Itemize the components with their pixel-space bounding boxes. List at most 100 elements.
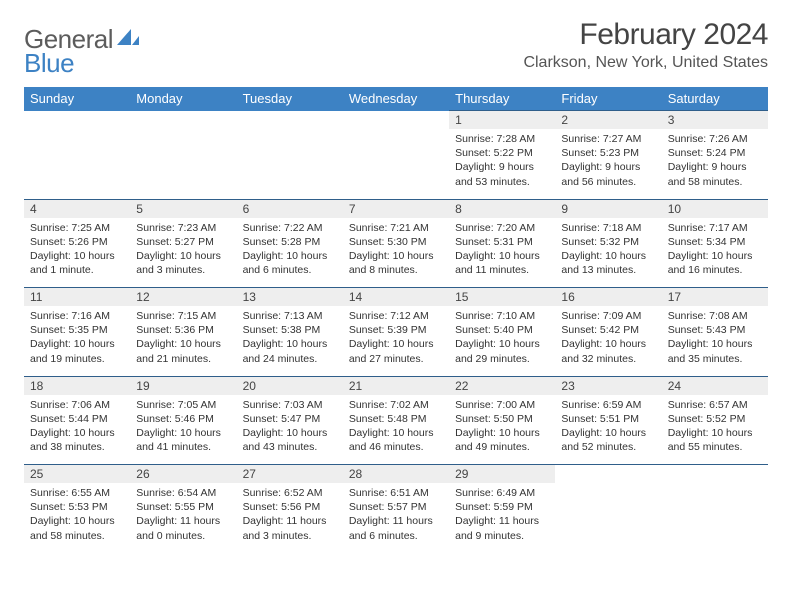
day-number: 19	[130, 377, 236, 395]
sunset-text: Sunset: 5:22 PM	[455, 146, 549, 160]
day-header: Monday	[130, 87, 236, 111]
sunrise-text: Sunrise: 6:52 AM	[243, 486, 337, 500]
day-cell: Sunrise: 6:57 AMSunset: 5:52 PMDaylight:…	[662, 395, 768, 465]
sunset-text: Sunset: 5:57 PM	[349, 500, 443, 514]
sunrise-text: Sunrise: 7:05 AM	[136, 398, 230, 412]
daylight-text-1: Daylight: 9 hours	[455, 160, 549, 174]
day-number: 15	[449, 288, 555, 306]
day-number-cell: 5	[130, 199, 236, 218]
day-cell: Sunrise: 7:03 AMSunset: 5:47 PMDaylight:…	[237, 395, 343, 465]
day-details: Sunrise: 7:23 AMSunset: 5:27 PMDaylight:…	[130, 218, 236, 284]
day-cell: Sunrise: 7:13 AMSunset: 5:38 PMDaylight:…	[237, 306, 343, 376]
day-number-cell: 24	[662, 376, 768, 395]
day-number: 29	[449, 465, 555, 483]
sunset-text: Sunset: 5:46 PM	[136, 412, 230, 426]
day-number-cell: 25	[24, 465, 130, 484]
sunrise-text: Sunrise: 7:23 AM	[136, 221, 230, 235]
day-number: 8	[449, 200, 555, 218]
sunset-text: Sunset: 5:40 PM	[455, 323, 549, 337]
day-details: Sunrise: 6:55 AMSunset: 5:53 PMDaylight:…	[24, 483, 130, 549]
day-number: 9	[555, 200, 661, 218]
day-number-cell: 14	[343, 288, 449, 307]
day-cell: Sunrise: 7:26 AMSunset: 5:24 PMDaylight:…	[662, 129, 768, 199]
day-cell	[662, 483, 768, 553]
daylight-text-1: Daylight: 10 hours	[136, 249, 230, 263]
day-number-row: 45678910	[24, 199, 768, 218]
day-header: Thursday	[449, 87, 555, 111]
daylight-text-1: Daylight: 10 hours	[30, 426, 124, 440]
day-cell: Sunrise: 7:25 AMSunset: 5:26 PMDaylight:…	[24, 218, 130, 288]
daylight-text-1: Daylight: 9 hours	[561, 160, 655, 174]
sunrise-text: Sunrise: 7:21 AM	[349, 221, 443, 235]
daylight-text-2: and 55 minutes.	[668, 440, 762, 454]
day-details: Sunrise: 7:18 AMSunset: 5:32 PMDaylight:…	[555, 218, 661, 284]
day-details: Sunrise: 7:09 AMSunset: 5:42 PMDaylight:…	[555, 306, 661, 372]
day-number-cell: 3	[662, 111, 768, 130]
daylight-text-1: Daylight: 11 hours	[349, 514, 443, 528]
daylight-text-1: Daylight: 10 hours	[668, 426, 762, 440]
sunset-text: Sunset: 5:52 PM	[668, 412, 762, 426]
daylight-text-1: Daylight: 9 hours	[668, 160, 762, 174]
day-header: Sunday	[24, 87, 130, 111]
day-number: 22	[449, 377, 555, 395]
day-number-row: 11121314151617	[24, 288, 768, 307]
day-cell: Sunrise: 6:59 AMSunset: 5:51 PMDaylight:…	[555, 395, 661, 465]
daylight-text-2: and 8 minutes.	[349, 263, 443, 277]
day-cell: Sunrise: 6:52 AMSunset: 5:56 PMDaylight:…	[237, 483, 343, 553]
day-details: Sunrise: 7:08 AMSunset: 5:43 PMDaylight:…	[662, 306, 768, 372]
day-number-cell: 28	[343, 465, 449, 484]
day-number: 3	[662, 111, 768, 129]
sunrise-text: Sunrise: 6:49 AM	[455, 486, 549, 500]
day-number: 26	[130, 465, 236, 483]
day-cell: Sunrise: 7:23 AMSunset: 5:27 PMDaylight:…	[130, 218, 236, 288]
daylight-text-2: and 21 minutes.	[136, 352, 230, 366]
day-number-cell: 9	[555, 199, 661, 218]
daylight-text-2: and 46 minutes.	[349, 440, 443, 454]
day-number-cell: 10	[662, 199, 768, 218]
day-number-cell: 2	[555, 111, 661, 130]
day-cell: Sunrise: 7:28 AMSunset: 5:22 PMDaylight:…	[449, 129, 555, 199]
sunrise-text: Sunrise: 7:02 AM	[349, 398, 443, 412]
day-cell: Sunrise: 7:08 AMSunset: 5:43 PMDaylight:…	[662, 306, 768, 376]
daylight-text-2: and 9 minutes.	[455, 529, 549, 543]
sunrise-text: Sunrise: 6:59 AM	[561, 398, 655, 412]
daylight-text-1: Daylight: 10 hours	[455, 426, 549, 440]
day-details: Sunrise: 7:10 AMSunset: 5:40 PMDaylight:…	[449, 306, 555, 372]
daylight-text-1: Daylight: 10 hours	[455, 337, 549, 351]
day-cell: Sunrise: 7:02 AMSunset: 5:48 PMDaylight:…	[343, 395, 449, 465]
sunrise-text: Sunrise: 7:15 AM	[136, 309, 230, 323]
day-details: Sunrise: 6:52 AMSunset: 5:56 PMDaylight:…	[237, 483, 343, 549]
day-cell: Sunrise: 6:49 AMSunset: 5:59 PMDaylight:…	[449, 483, 555, 553]
sunset-text: Sunset: 5:42 PM	[561, 323, 655, 337]
day-number-cell: 16	[555, 288, 661, 307]
day-cell	[24, 129, 130, 199]
daylight-text-2: and 35 minutes.	[668, 352, 762, 366]
daylight-text-1: Daylight: 10 hours	[30, 249, 124, 263]
logo-word-2-wrap: Blue	[24, 48, 768, 79]
day-details: Sunrise: 7:03 AMSunset: 5:47 PMDaylight:…	[237, 395, 343, 461]
sunset-text: Sunset: 5:44 PM	[30, 412, 124, 426]
sunrise-text: Sunrise: 7:09 AM	[561, 309, 655, 323]
sunrise-text: Sunrise: 6:51 AM	[349, 486, 443, 500]
sunset-text: Sunset: 5:30 PM	[349, 235, 443, 249]
sunrise-text: Sunrise: 7:18 AM	[561, 221, 655, 235]
day-header: Wednesday	[343, 87, 449, 111]
daylight-text-2: and 6 minutes.	[349, 529, 443, 543]
sunset-text: Sunset: 5:53 PM	[30, 500, 124, 514]
daylight-text-2: and 38 minutes.	[30, 440, 124, 454]
day-number-cell	[343, 111, 449, 130]
sunset-text: Sunset: 5:31 PM	[455, 235, 549, 249]
sunrise-text: Sunrise: 7:28 AM	[455, 132, 549, 146]
daylight-text-1: Daylight: 10 hours	[136, 426, 230, 440]
day-cell: Sunrise: 6:55 AMSunset: 5:53 PMDaylight:…	[24, 483, 130, 553]
day-number-cell: 11	[24, 288, 130, 307]
daylight-text-2: and 32 minutes.	[561, 352, 655, 366]
sunrise-text: Sunrise: 6:54 AM	[136, 486, 230, 500]
day-number-row: 18192021222324	[24, 376, 768, 395]
sunrise-text: Sunrise: 7:06 AM	[30, 398, 124, 412]
day-number-cell: 7	[343, 199, 449, 218]
sunrise-text: Sunrise: 7:10 AM	[455, 309, 549, 323]
sunrise-text: Sunrise: 7:08 AM	[668, 309, 762, 323]
sunset-text: Sunset: 5:51 PM	[561, 412, 655, 426]
day-cell: Sunrise: 7:17 AMSunset: 5:34 PMDaylight:…	[662, 218, 768, 288]
